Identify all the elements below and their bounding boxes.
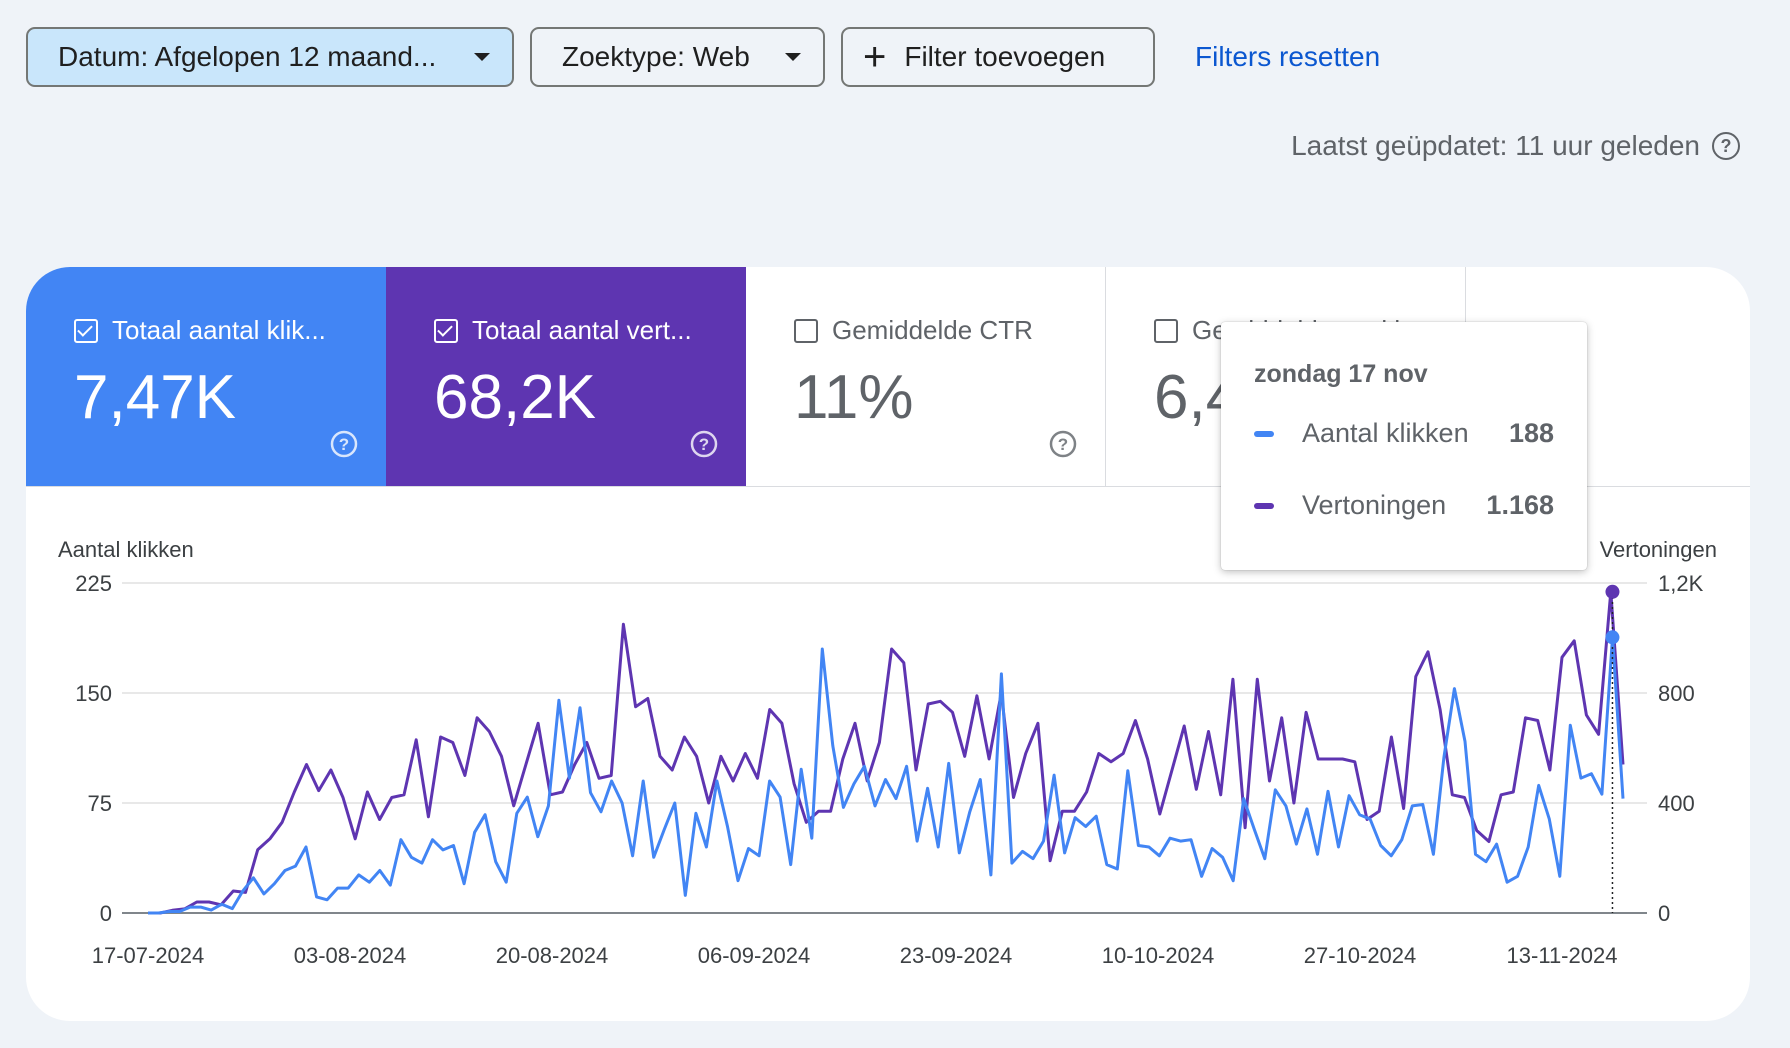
x-tick-label: 23-09-2024	[900, 943, 1013, 968]
right-axis: Vertoningen 1,2K 800 400 0	[1600, 537, 1717, 926]
left-axis-label: Aantal klikken	[58, 537, 194, 562]
tooltip-impressions-row: Vertoningen 1.168	[1254, 490, 1554, 521]
metric-value: 11%	[794, 363, 914, 432]
checkbox-unchecked-icon[interactable]	[794, 318, 818, 343]
right-axis-label: Vertoningen	[1600, 537, 1717, 562]
chart-tooltip: zondag 17 nov Aantal klikken 188 Vertoni…	[1221, 322, 1587, 570]
impressions-hover-point	[1605, 584, 1620, 599]
plus-icon: +	[863, 35, 887, 79]
tooltip-date: zondag 17 nov	[1254, 360, 1428, 388]
help-icon[interactable]: ?	[330, 430, 358, 458]
tooltip-impressions-label: Vertoningen	[1302, 490, 1447, 520]
checkbox-checked-icon[interactable]	[74, 318, 98, 343]
x-tick-label: 13-11-2024	[1507, 943, 1618, 968]
chart-lines	[148, 590, 1625, 915]
metric-total-clicks[interactable]: Totaal aantal klik... 7,47K ?	[26, 267, 386, 486]
date-filter-chip[interactable]: Datum: Afgelopen 12 maand...	[26, 27, 514, 87]
x-tick-label: 03-08-2024	[294, 943, 407, 968]
metric-label-text: Totaal aantal klik...	[112, 315, 326, 345]
tooltip-clicks-label: Aantal klikken	[1302, 418, 1469, 448]
reset-filters-link[interactable]: Filters resetten	[1195, 41, 1381, 72]
right-tick-label: 0	[1658, 901, 1670, 926]
x-tick-label: 20-08-2024	[496, 943, 609, 968]
impressions-swatch	[1254, 502, 1274, 509]
add-filter-label: Filter toevoegen	[904, 41, 1106, 72]
metric-total-impressions[interactable]: Totaal aantal vert... 68,2K ?	[386, 267, 746, 486]
metric-value: 68,2K	[434, 363, 597, 432]
last-updated: Laatst geüpdatet: 11 uur geleden ?	[1291, 130, 1740, 162]
add-filter-button[interactable]: + Filter toevoegen	[841, 27, 1155, 87]
hover-marker	[1605, 584, 1620, 913]
metric-label-text: Gemiddelde CTR	[832, 315, 1033, 345]
metric-label: Totaal aantal klik...	[74, 315, 326, 346]
left-axis: Aantal klikken 225 150 75 0	[58, 537, 194, 926]
right-tick-label: 1,2K	[1658, 571, 1704, 596]
left-tick-label: 75	[88, 791, 112, 816]
filter-bar: Datum: Afgelopen 12 maand... Zoektype: W…	[26, 27, 1380, 87]
chart-gridlines	[122, 582, 1647, 914]
x-tick-label: 10-10-2024	[1102, 943, 1215, 968]
dropdown-arrow-icon	[474, 53, 490, 61]
help-icon[interactable]: ?	[1049, 430, 1077, 458]
clicks-hover-point	[1605, 630, 1620, 645]
last-updated-text: Laatst geüpdatet: 11 uur geleden	[1291, 130, 1700, 161]
date-filter-label: Datum: Afgelopen 12 maand...	[58, 41, 437, 72]
x-tick-label: 17-07-2024	[92, 943, 205, 968]
metric-value: 7,47K	[74, 363, 237, 432]
x-axis: 17-07-2024 03-08-2024 20-08-2024 06-09-2024…	[92, 943, 1618, 968]
tooltip-clicks-value: 188	[1508, 418, 1554, 448]
left-tick-label: 225	[75, 571, 112, 596]
x-tick-label: 27-10-2024	[1304, 943, 1417, 968]
clicks-swatch	[1254, 430, 1274, 437]
checkbox-checked-icon[interactable]	[434, 318, 458, 343]
help-icon[interactable]: ?	[1712, 132, 1740, 160]
left-tick-label: 150	[75, 681, 112, 706]
search-type-filter-chip[interactable]: Zoektype: Web	[530, 27, 825, 87]
search-type-filter-label: Zoektype: Web	[562, 41, 750, 72]
tooltip-impressions-value: 1.168	[1486, 490, 1554, 520]
right-tick-label: 800	[1658, 681, 1695, 706]
clicks-series-line	[148, 635, 1625, 915]
checkbox-unchecked-icon[interactable]	[1154, 318, 1178, 343]
svg-text:?: ?	[1058, 435, 1068, 454]
help-icon[interactable]: ?	[690, 430, 718, 458]
impressions-series-line	[148, 590, 1625, 915]
metric-average-ctr[interactable]: Gemiddelde CTR 11% ?	[746, 267, 1106, 486]
metric-label-text: Totaal aantal vert...	[472, 315, 692, 345]
svg-text:?: ?	[339, 435, 349, 454]
performance-chart[interactable]: Aantal klikken 225 150 75 0 Vertoningen 1,2…	[26, 267, 1750, 1021]
metric-label: Gemiddelde CTR	[794, 315, 1033, 346]
metric-label: Totaal aantal vert...	[434, 315, 692, 346]
x-tick-label: 06-09-2024	[698, 943, 811, 968]
tooltip-clicks-row: Aantal klikken 188	[1254, 418, 1554, 449]
dropdown-arrow-icon	[785, 53, 801, 61]
svg-text:?: ?	[699, 435, 709, 454]
left-tick-label: 0	[100, 901, 112, 926]
right-tick-label: 400	[1658, 791, 1695, 816]
